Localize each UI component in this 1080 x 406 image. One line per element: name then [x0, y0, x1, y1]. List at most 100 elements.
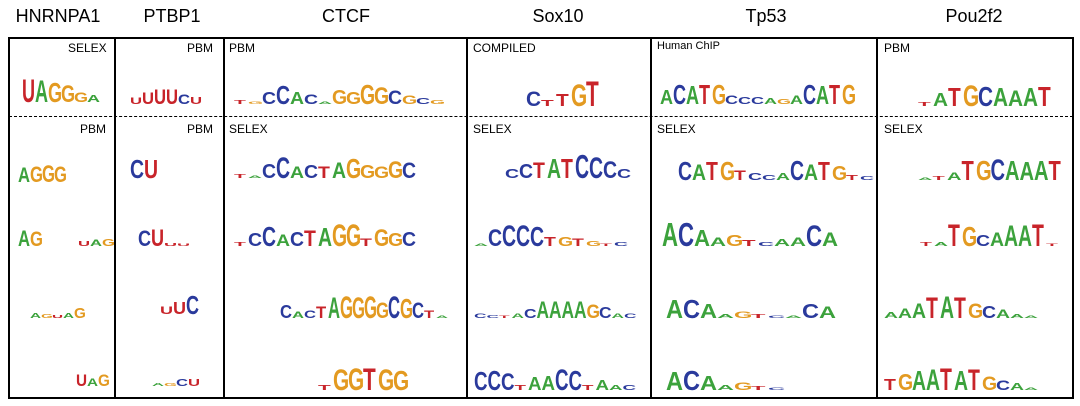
- motif-letter: A: [609, 384, 623, 392]
- motif-letter: G: [360, 162, 375, 182]
- svg-text:U: U: [154, 86, 166, 109]
- motif-letter: G: [430, 100, 445, 106]
- motif-letter: G: [558, 235, 573, 249]
- motif-letter: G: [332, 217, 347, 253]
- svg-text:G: G: [378, 365, 394, 397]
- svg-text:C: C: [502, 220, 516, 253]
- svg-text:A: A: [1018, 220, 1032, 253]
- svg-text:T: T: [1046, 242, 1058, 246]
- svg-text:T: T: [234, 100, 246, 106]
- motif-letter: C: [683, 366, 700, 396]
- svg-text:A: A: [30, 312, 42, 320]
- svg-text:T: T: [582, 384, 594, 392]
- svg-text:C: C: [623, 384, 637, 392]
- svg-text:G: G: [102, 236, 115, 248]
- sequence-logo: C A T GT C C A C A T GT C: [678, 156, 874, 187]
- svg-text:C: C: [505, 167, 519, 181]
- svg-text:T: T: [1038, 82, 1051, 112]
- svg-text:C: C: [402, 229, 416, 251]
- motif-letter: G: [734, 310, 752, 320]
- motif-letter: G: [352, 292, 365, 325]
- motif-letter: C: [678, 215, 694, 253]
- motif-letter: G: [333, 365, 349, 397]
- svg-text:T: T: [940, 361, 952, 397]
- svg-text:U: U: [52, 315, 63, 319]
- motif-letter: A: [1004, 220, 1018, 253]
- motif-letter: A: [710, 235, 726, 248]
- motif-letter: U: [130, 96, 142, 106]
- motif-letter: C: [768, 387, 785, 391]
- motif-letter: A: [996, 308, 1011, 321]
- svg-text:C: C: [996, 378, 1010, 393]
- svg-text:A: A: [933, 90, 948, 111]
- svg-text:C: C: [991, 154, 1006, 187]
- motif-letter: A: [328, 292, 340, 325]
- motif-letter: C: [488, 365, 502, 395]
- motif-letter: T: [962, 156, 975, 187]
- svg-text:C: C: [617, 167, 631, 181]
- motif-letter: A: [30, 312, 42, 320]
- motif-letter: C: [402, 229, 416, 251]
- svg-text:T: T: [318, 384, 331, 392]
- svg-text:A: A: [884, 312, 898, 320]
- motif-letter: A: [947, 170, 962, 182]
- svg-text:T: T: [818, 156, 830, 185]
- svg-text:G: G: [374, 163, 389, 181]
- motif-letter: T: [940, 361, 952, 397]
- motif-letter: T: [818, 156, 830, 185]
- motif-letter: G: [378, 365, 394, 397]
- motif-letter: A: [912, 299, 926, 323]
- motif-letter: C: [526, 88, 541, 111]
- motif-letter: T: [751, 385, 766, 391]
- motif-letter: A: [292, 310, 304, 320]
- svg-text:T: T: [1032, 217, 1044, 253]
- svg-text:C: C: [524, 307, 537, 321]
- motif-letter: A: [276, 231, 290, 249]
- motif-letter: C: [176, 377, 188, 388]
- svg-text:A: A: [819, 304, 836, 322]
- motif-letter: C: [982, 302, 996, 322]
- svg-text:G: G: [74, 90, 88, 105]
- svg-text:A: A: [512, 312, 525, 319]
- motif-letter: G: [982, 373, 997, 395]
- svg-text:U: U: [76, 372, 87, 390]
- source-label: SELEX: [473, 122, 512, 136]
- motif-letter: A: [290, 88, 304, 108]
- motif-letter: T: [1038, 82, 1051, 112]
- motif-letter: C: [290, 229, 304, 251]
- motif-letter: G: [48, 77, 62, 108]
- motif-letter: A: [474, 243, 488, 247]
- svg-text:G: G: [400, 293, 413, 324]
- svg-text:G: G: [734, 380, 752, 393]
- motif-letter: T: [424, 308, 435, 320]
- svg-text:C: C: [304, 308, 316, 320]
- motif-letter: A: [934, 241, 948, 248]
- motif-letter: G: [346, 88, 361, 108]
- svg-text:C: C: [262, 222, 276, 253]
- column-divider: [876, 37, 878, 399]
- column-divider: [650, 37, 652, 399]
- motif-letter: T: [1032, 217, 1044, 253]
- svg-text:G: G: [352, 292, 365, 325]
- svg-text:A: A: [898, 306, 912, 321]
- svg-text:G: G: [332, 217, 347, 253]
- motif-letter: T: [1046, 242, 1058, 246]
- motif-letter: C: [262, 88, 276, 108]
- motif-letter: A: [248, 175, 262, 179]
- motif-letter: G: [587, 300, 600, 322]
- sequence-logo: T GA A T A T GC A A: [884, 361, 1038, 397]
- svg-text:G: G: [963, 81, 979, 113]
- motif-letter: A: [537, 297, 550, 323]
- motif-letter: T: [360, 237, 372, 249]
- svg-text:A: A: [474, 243, 488, 247]
- svg-text:A: A: [700, 372, 717, 395]
- motif-letter: C: [624, 312, 637, 319]
- svg-text:A: A: [292, 310, 304, 320]
- motif-letter: U: [144, 154, 158, 183]
- motif-letter: C: [138, 227, 151, 251]
